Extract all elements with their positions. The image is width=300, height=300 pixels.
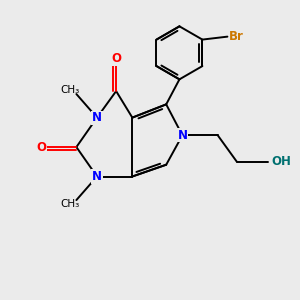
Text: CH₃: CH₃ [60, 85, 80, 94]
Text: N: N [92, 111, 102, 124]
Text: OH: OH [271, 155, 291, 168]
Text: N: N [92, 170, 102, 183]
Text: N: N [177, 129, 188, 142]
Text: O: O [36, 141, 46, 154]
Text: CH₃: CH₃ [60, 200, 80, 209]
Text: Br: Br [229, 30, 244, 43]
Text: O: O [111, 52, 121, 65]
